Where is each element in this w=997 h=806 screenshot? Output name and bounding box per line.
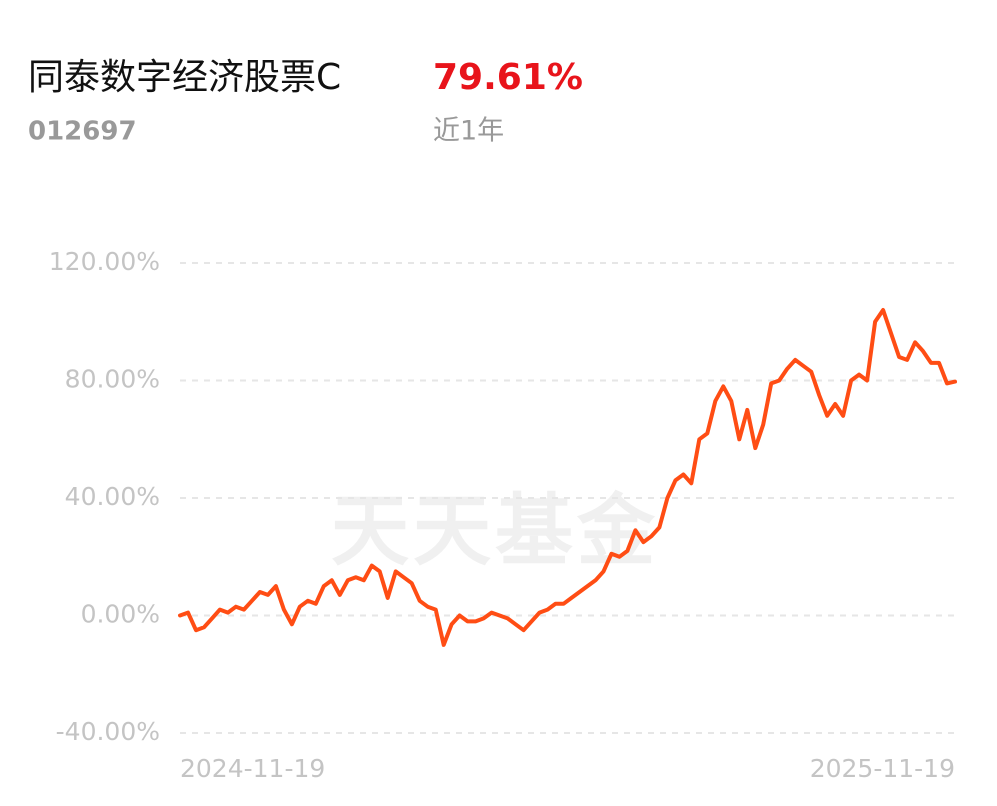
y-tick-label: 80.00% xyxy=(65,365,160,394)
period: 近1年 xyxy=(433,116,504,147)
x-tick-label: 2024-11-19 xyxy=(180,754,325,783)
y-tick-label: 40.00% xyxy=(65,482,160,511)
data-line xyxy=(178,308,957,647)
watermark: 天天基金 xyxy=(331,486,659,577)
return-value: 79.61% xyxy=(433,57,583,98)
fund-name: 同泰数字经济股票C xyxy=(28,57,341,98)
y-tick-label: -40.00% xyxy=(56,717,160,746)
fund-code: 012697 xyxy=(28,117,137,147)
y-tick-label: 120.00% xyxy=(49,247,160,276)
y-tick-label: 0.00% xyxy=(81,600,160,629)
x-tick-label: 2025-11-19 xyxy=(810,754,955,783)
